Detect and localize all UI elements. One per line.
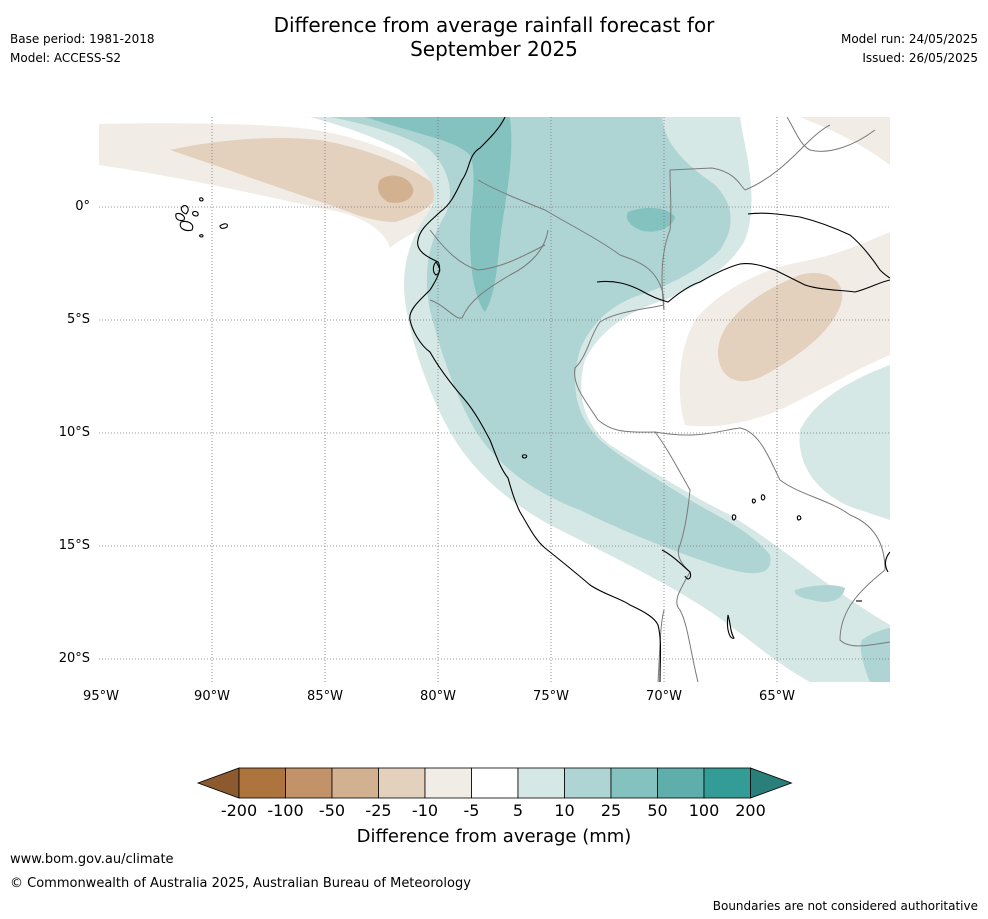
wet-region-east-10mm [799,365,890,520]
colorbar-segments [196,767,793,799]
country-boundaries [429,117,890,682]
colorbar-segment [238,767,286,799]
colorbar [196,767,793,799]
colorbar-tick-label: -10 [411,801,439,820]
map-canvas[interactable] [0,0,988,760]
colorbar-segment [285,767,333,799]
lon-label-75w: 75°W [533,689,569,704]
lat-label-15s: 15°S [58,538,90,553]
colorbar-tick-label: -25 [365,801,392,820]
lon-label-70w: 70°W [646,689,682,704]
colorbar-title: Difference from average (mm) [356,826,632,847]
colorbar-tick-label: 50 [647,801,668,820]
colorbar-segment [331,767,379,799]
wet-region-south-25mm [794,585,845,602]
colorbar-tick-label: 10 [554,801,575,820]
lat-label-5s: 5°S [66,312,90,327]
lon-label-80w: 80°W [420,689,456,704]
lon-label-90w: 90°W [194,689,230,704]
base-period: Base period: 1981-2018 [10,32,155,46]
meta-right: Model run: 24/05/2025 Issued: 26/05/2025 [841,30,978,68]
dry-region-amazon-mid [717,272,843,382]
lat-label-0: 0° [75,199,90,214]
map-title-line1: Difference from average rainfall forecas… [273,13,715,37]
colorbar-segment [424,767,472,799]
colorbar-segment [564,767,612,799]
colorbar-tick-label: -5 [463,801,480,820]
colorbar-tick-label: 200 [735,801,766,820]
lat-label-10s: 10°S [58,425,90,440]
wet-region-50mm [365,117,512,312]
colorbar-segment [517,767,565,799]
issued-date: Issued: 26/05/2025 [862,51,978,65]
colorbar-tick-label: -50 [318,801,346,820]
colorbar-segment [703,767,751,799]
dry-region-ocean-mid [170,138,438,222]
colorbar-tick-label: -100 [267,801,304,820]
map-title: Difference from average rainfall forecas… [0,13,988,61]
dry-region-ocean-core [378,175,414,203]
meta-left: Base period: 1981-2018 Model: ACCESS-S2 [10,30,155,68]
disclaimer-text: Boundaries are not considered authoritat… [712,899,978,913]
colorbar-tick-label: -200 [220,801,258,820]
copyright-text: © Commonwealth of Australia 2025, Austra… [10,876,471,891]
lon-label-85w: 85°W [307,689,343,704]
coastline [175,117,890,682]
colorbar-tick-label: 5 [512,801,524,820]
colorbar-arrow-low [196,767,240,799]
model-name: Model: ACCESS-S2 [10,51,122,65]
wet-region-50mm-inland [626,207,675,232]
lat-label-20s: 20°S [58,651,90,666]
lon-label-65w: 65°W [759,689,795,704]
wet-region-southeast-25mm [860,628,890,682]
colorbar-arrow-high [750,767,793,799]
colorbar-segment [378,767,426,799]
rainfall-anomaly-layer [99,117,890,682]
dry-region-northeast-light [800,117,890,165]
colorbar-segment [657,767,705,799]
map-title-line2: September 2025 [410,37,578,61]
colorbar-segment [610,767,658,799]
colorbar-segment [471,767,519,799]
model-run: Model run: 24/05/2025 [840,32,978,46]
lon-label-95w: 95°W [83,689,119,704]
wet-region-25mm [330,117,771,574]
colorbar-tick-label: 25 [600,801,622,820]
website-link[interactable]: www.bom.gov.au/climate [10,852,174,867]
colorbar-tick-label: 100 [688,801,720,820]
graticule [99,117,890,682]
